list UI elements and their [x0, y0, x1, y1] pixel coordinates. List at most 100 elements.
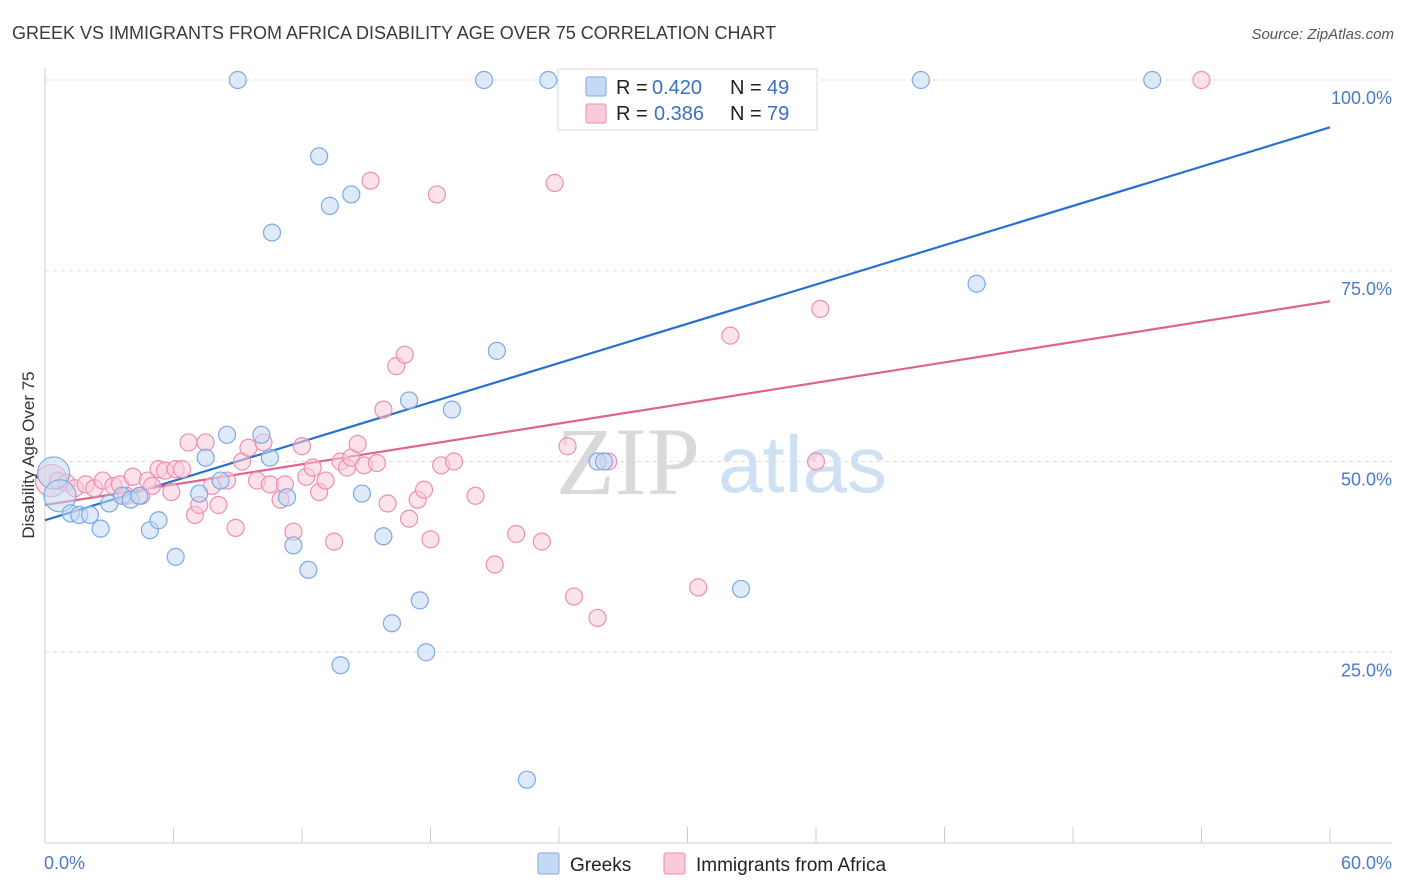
point-greeks-31 — [399, 391, 419, 410]
point-africa-47 — [367, 453, 387, 473]
point-greeks-35 — [474, 70, 494, 90]
bottom-legend-greeks: Greeks — [570, 855, 631, 876]
gridlines — [45, 79, 1392, 653]
point-africa-63 — [545, 173, 564, 193]
point-africa-44 — [348, 434, 367, 454]
point-greeks-34 — [442, 400, 462, 419]
y-tick-label-1: 50.0% — [1341, 470, 1392, 490]
point-greeks-16 — [217, 425, 237, 444]
point-greeks-45 — [1143, 70, 1162, 90]
y-tick-label-3: 100.0% — [1331, 88, 1392, 108]
point-greeks-25 — [320, 196, 339, 215]
point-africa-56 — [427, 185, 447, 204]
legend-r-value-africa: 0.386 — [654, 103, 704, 125]
legend-n-label-greeks: N = — [730, 77, 762, 99]
point-africa-66 — [588, 608, 607, 628]
point-greeks-4 — [80, 505, 100, 525]
point-africa-71 — [811, 299, 830, 318]
series-legend: Greeks Immigrants from Africa — [537, 852, 886, 876]
point-greeks-41 — [594, 452, 614, 471]
point-greeks-32 — [410, 591, 429, 610]
point-greeks-18 — [252, 425, 271, 444]
point-africa-59 — [466, 486, 485, 505]
watermark-zip: ZIP — [556, 408, 700, 515]
point-africa-22 — [196, 433, 215, 452]
point-greeks-33 — [417, 643, 436, 662]
bottom-legend-swatch-africa — [663, 852, 686, 875]
chart-title: GREEK VS IMMIGRANTS FROM AFRICA DISABILI… — [12, 23, 776, 43]
point-africa-72 — [1192, 70, 1211, 90]
scatter-points — [34, 70, 1211, 789]
point-greeks-43 — [911, 70, 931, 90]
point-africa-10 — [123, 467, 142, 486]
point-greeks-21 — [277, 488, 297, 507]
point-greeks-30 — [382, 614, 402, 633]
point-africa-70 — [806, 452, 826, 471]
y-axis-label: Disability Age Over 75 — [19, 371, 38, 538]
point-greeks-11 — [149, 511, 168, 530]
point-greeks-12 — [166, 547, 185, 566]
legend-n-value-greeks: 49 — [767, 77, 789, 99]
trend-line-africa — [44, 300, 1331, 507]
point-africa-62 — [532, 532, 551, 551]
point-africa-13 — [142, 476, 162, 496]
bottom-legend-swatch-greeks — [537, 852, 560, 875]
point-africa-35 — [292, 437, 312, 456]
watermark: ZIP atlas — [556, 408, 887, 515]
point-greeks-26 — [331, 656, 350, 675]
source-label: Source: ZipAtlas.com — [1251, 26, 1394, 43]
legend-n-value-africa: 79 — [767, 103, 789, 125]
point-africa-68 — [689, 578, 708, 597]
trend-lines — [44, 126, 1331, 522]
point-africa-60 — [485, 555, 504, 574]
point-greeks-23 — [299, 560, 318, 579]
point-greeks-5 — [91, 519, 110, 538]
point-africa-55 — [421, 530, 440, 549]
point-africa-64 — [558, 437, 577, 456]
trend-line-greeks — [44, 126, 1331, 522]
point-greeks-24 — [310, 147, 329, 166]
point-africa-65 — [564, 587, 584, 606]
legend-r-label-greeks: R = — [616, 77, 648, 99]
legend-swatch-greeks — [585, 76, 607, 97]
legend-n-label-africa: N = — [730, 103, 762, 125]
point-africa-61 — [507, 524, 526, 544]
point-greeks-17 — [228, 70, 247, 90]
point-greeks-28 — [352, 484, 372, 503]
point-greeks-37 — [517, 770, 536, 789]
point-africa-51 — [395, 345, 414, 364]
point-africa-40 — [325, 532, 344, 551]
correlation-legend: R = 0.420 N = 49 R = 0.386 N = 79 — [557, 68, 818, 131]
axes — [44, 68, 1392, 844]
point-africa-58 — [444, 452, 464, 471]
point-greeks-9 — [130, 486, 149, 505]
legend-swatch-africa — [585, 103, 607, 124]
y-tick-label-2: 75.0% — [1341, 279, 1392, 299]
legend-r-value-greeks: 0.420 — [652, 77, 702, 99]
point-africa-69 — [721, 326, 740, 345]
point-greeks-27 — [342, 185, 361, 204]
point-greeks-20 — [262, 223, 282, 242]
x-tick-label-min: 0.0% — [44, 853, 85, 873]
point-greeks-1 — [43, 479, 77, 513]
point-africa-16 — [162, 482, 181, 502]
point-africa-48 — [374, 400, 393, 419]
point-africa-52 — [399, 509, 419, 528]
point-africa-46 — [361, 171, 380, 190]
point-greeks-36 — [487, 341, 506, 360]
point-greeks-42 — [731, 579, 751, 599]
legend-r-label-africa: R = — [616, 103, 648, 125]
point-africa-54 — [414, 480, 434, 499]
point-greeks-14 — [196, 448, 215, 467]
point-greeks-22 — [284, 536, 303, 555]
bottom-legend-africa: Immigrants from Africa — [696, 855, 886, 876]
x-tick-label-max: 60.0% — [1341, 853, 1392, 873]
point-greeks-44 — [967, 274, 986, 293]
point-africa-49 — [378, 494, 397, 513]
point-africa-37 — [303, 458, 322, 477]
point-greeks-29 — [374, 527, 393, 546]
y-tick-label-0: 25.0% — [1341, 660, 1392, 680]
point-africa-19 — [179, 433, 198, 452]
point-africa-39 — [316, 471, 335, 490]
